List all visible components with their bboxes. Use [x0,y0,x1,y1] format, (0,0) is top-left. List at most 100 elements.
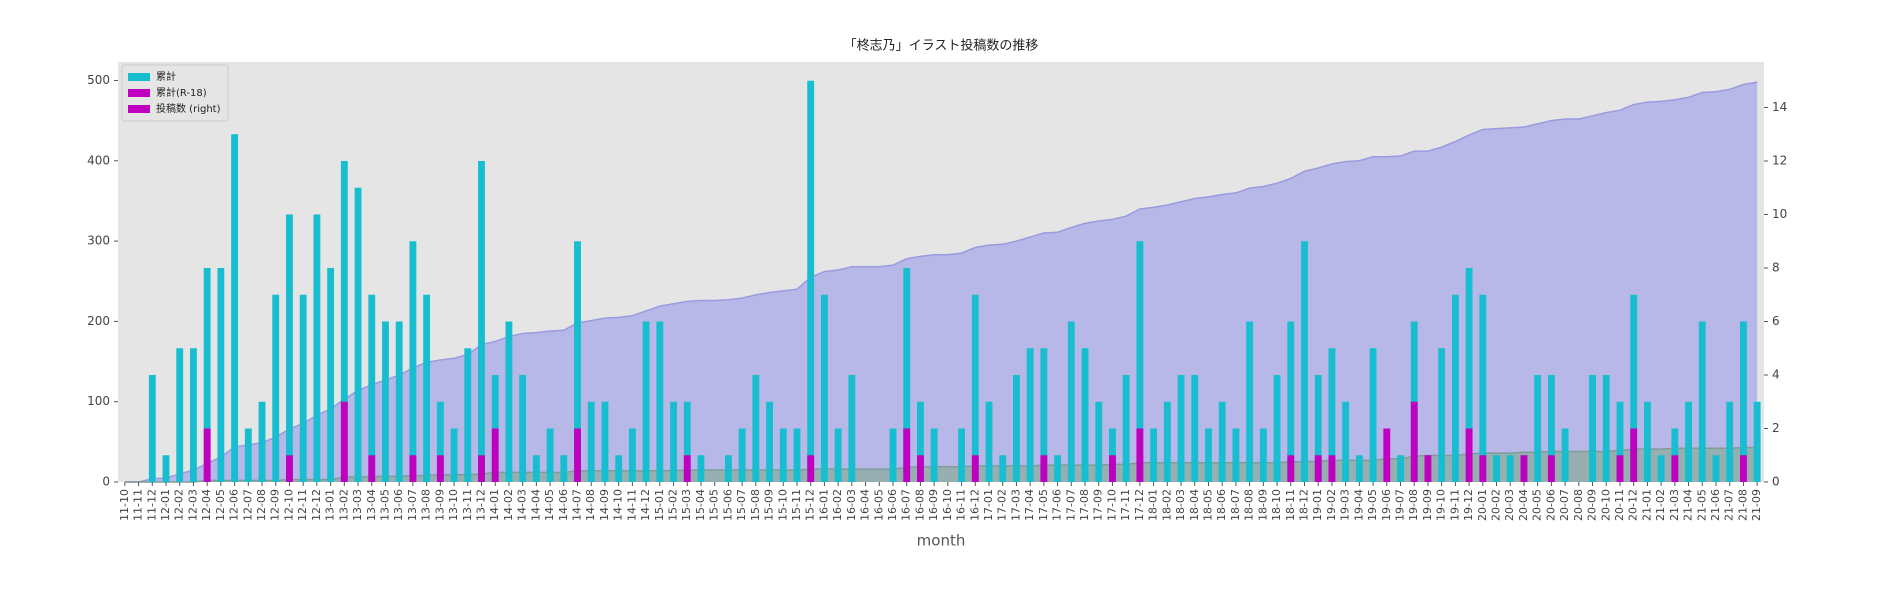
bar [1547,374,1555,482]
bar [1342,401,1350,482]
x-tick-label: 20-09 [1586,489,1599,521]
y-tick-label: 400 [87,153,110,167]
x-tick-label: 13-04 [365,489,378,521]
bar [724,455,732,482]
y-tick-label: 300 [87,234,110,248]
x-tick-label: 14-02 [502,489,515,521]
x-tick-label: 19-05 [1366,489,1379,521]
x-tick-label: 13-05 [378,489,391,521]
bar [313,214,321,482]
x-tick-label: 13-10 [447,489,460,521]
x-tick-label: 20-06 [1544,489,1557,521]
bar [217,267,225,482]
bar [286,455,293,482]
bar [628,428,636,482]
x-tick-label: 16-12 [968,489,981,521]
x-tick-label: 19-04 [1352,489,1365,521]
x-tick-label: 16-06 [886,489,899,521]
legend-label: 累計 [156,70,176,83]
bar [299,294,307,482]
bar [1301,241,1308,482]
x-tick-label: 20-11 [1613,489,1626,521]
x-tick-label: 14-05 [543,489,556,521]
x-tick-label: 19-11 [1448,489,1461,521]
legend-label: 累計(R-18) [156,86,207,99]
x-tick-label: 17-09 [1092,489,1105,521]
bar [958,428,966,482]
x-tick-label: 19-03 [1339,489,1352,521]
x-tick-label: 18-11 [1284,489,1297,521]
x-tick-label: 16-09 [927,489,940,521]
y2-tick-label: 2 [1772,421,1780,435]
bar [1218,401,1226,482]
bar [1520,455,1528,482]
x-tick-label: 14-04 [529,489,542,521]
x-tick-label: 19-02 [1325,489,1338,521]
x-tick-label: 21-06 [1709,489,1722,521]
x-tick-label: 21-07 [1723,489,1736,521]
bar [683,455,691,482]
bar [546,428,554,482]
y-tick-label: 500 [87,73,110,87]
x-tick-label: 17-01 [982,489,995,521]
x-tick-label: 12-06 [228,489,241,521]
x-tick-label: 18-02 [1160,489,1173,521]
x-tick-label: 18-07 [1229,489,1242,521]
bar [244,428,252,482]
x-tick-label: 17-02 [996,489,1009,521]
bar [1040,455,1048,482]
x-tick-label: 12-09 [269,489,282,521]
bar [1479,455,1487,482]
x-tick-label: 19-09 [1421,489,1434,521]
x-tick-label: 16-01 [817,489,830,521]
x-tick-label: 16-02 [831,489,844,521]
x-tick-label: 17-04 [1023,489,1036,521]
bar [436,455,444,482]
x-tick-label: 18-09 [1256,489,1269,521]
bar [1726,401,1734,482]
x-tick-label: 21-08 [1736,489,1749,521]
bar [1287,455,1295,482]
bar [532,455,540,482]
bar [505,321,513,482]
bar [327,267,335,482]
bar [1657,455,1665,482]
x-tick-label: 21-03 [1668,489,1681,521]
x-tick-label: 20-02 [1490,489,1503,521]
x-tick-label: 15-08 [749,489,762,521]
x-tick-label: 12-10 [282,489,295,521]
x-tick-label: 21-02 [1654,489,1667,521]
bar [1081,348,1089,482]
x-tick-label: 18-04 [1188,489,1201,521]
x-tick-label: 13-09 [433,489,446,521]
x-tick-label: 14-10 [612,489,625,521]
bar [423,294,431,482]
legend-swatch [128,73,150,81]
x-tick-label: 18-08 [1243,489,1256,521]
x-tick-label: 20-10 [1599,489,1612,521]
y2-tick-label: 6 [1772,314,1780,328]
x-tick-label: 11-12 [145,489,158,521]
bar [1054,455,1062,482]
x-tick-label: 16-11 [955,489,968,521]
bar [574,241,581,482]
x-tick-label: 15-06 [721,489,734,521]
y2-tick-label: 10 [1772,207,1787,221]
y-tick-label: 100 [87,394,110,408]
x-tick-label: 11-11 [132,489,145,521]
x-tick-label: 13-08 [420,489,433,521]
x-tick-label: 20-07 [1558,489,1571,521]
x-tick-label: 17-03 [1009,489,1022,521]
bar [491,428,499,482]
x-tick-label: 14-07 [571,489,584,521]
bar [286,214,293,482]
bar [1314,374,1322,482]
bar [752,374,760,482]
bar [971,455,979,482]
bar [1136,428,1144,482]
x-tick-label: 12-12 [310,489,323,521]
bar [1026,348,1034,482]
bar [1712,455,1720,482]
bar [1410,401,1418,482]
